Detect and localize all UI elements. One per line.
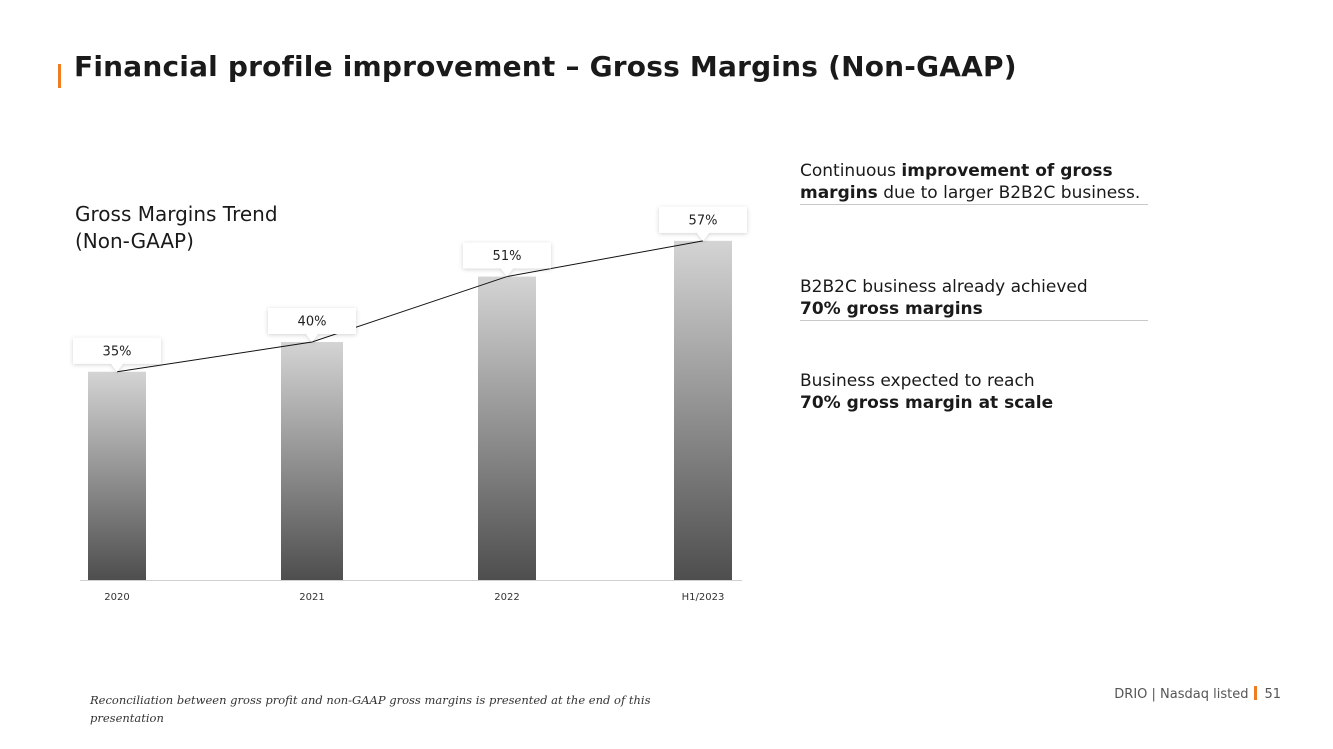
bullet-3-part-1: Business expected to reach [800,371,1035,391]
bullet-1-bold: improvement of gross margins [800,161,1113,203]
chart-title: Gross Margins Trend (Non-GAAP) [75,201,355,255]
trend-line [116,240,704,373]
page-title: Financial profile improvement – Gross Ma… [74,50,1017,83]
data-label: 57% [689,213,718,228]
footer-accent-bar [1254,686,1258,700]
title-accent-bar [58,64,61,88]
footer: DRIO | Nasdaq listed 51 [1114,686,1281,702]
bullet-2-text: B2B2C business already achieved 70% gros… [800,276,1148,321]
bullet-2: B2B2C business already achieved 70% gros… [800,276,1148,321]
x-tick-label: H1/2023 [682,592,725,603]
bullet-1-text: Continuous improvement of gross margins … [800,160,1148,205]
bar-2021 [281,342,343,580]
bar-h1-2023 [674,240,732,580]
x-tick-label: 2020 [104,592,129,603]
bar-2022 [478,276,536,580]
data-label: 40% [298,315,327,330]
bullet-1-part-1: Continuous [800,161,902,181]
bullet-3: Business expected to reach 70% gross mar… [800,370,1148,414]
callout-box [659,206,747,241]
chart-title-line-2: (Non-GAAP) [75,229,194,253]
footer-company: DRIO | Nasdaq listed [1114,687,1249,702]
callout-box [73,337,161,372]
bullet-1-part-3: due to larger B2B2C business. [877,183,1141,203]
data-label-callout [659,206,747,241]
data-label-callout [73,337,161,372]
data-label-callout [268,308,356,342]
data-label: 35% [103,344,132,359]
bullet-3-text: Business expected to reach 70% gross mar… [800,370,1148,414]
bullet-1: Continuous improvement of gross margins … [800,160,1148,205]
footnote: Reconciliation between gross profit and … [90,693,651,725]
bullet-2-bold: 70% gross margins [800,299,983,319]
data-label: 51% [493,249,522,264]
chart-title-line-1: Gross Margins Trend [75,202,278,226]
bars-layer [80,240,742,581]
data-label-callout [463,242,551,277]
callout-box [268,308,356,342]
callout-box [463,242,551,277]
trend-layer [116,240,704,373]
bar-2020 [88,371,146,580]
bullet-2-part-1: B2B2C business already achieved [800,277,1088,297]
x-tick-label: 2021 [299,592,324,603]
page-number: 51 [1264,687,1281,702]
bullet-3-bold: 70% gross margin at scale [800,393,1054,413]
labels-layer: 2020 2021 2022 H1/2023 35% 40% 51% 57% [73,206,747,603]
x-tick-label: 2022 [494,592,519,603]
